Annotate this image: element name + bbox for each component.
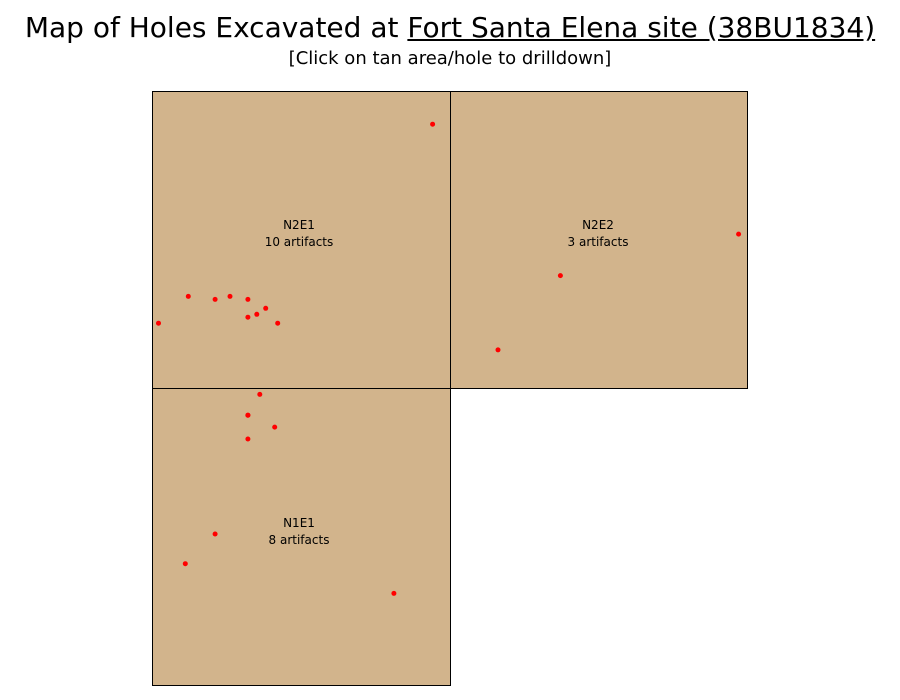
hole-marker[interactable] — [495, 347, 501, 353]
hole-marker[interactable] — [156, 320, 161, 326]
unit-n2e1[interactable]: N2E1 10 artifacts — [152, 91, 451, 389]
hole-marker[interactable] — [275, 320, 281, 326]
hole-marker[interactable] — [391, 590, 397, 596]
unit-n2e2-area[interactable] — [450, 91, 748, 389]
unit-n2e2-holes — [495, 231, 742, 353]
hole-marker[interactable] — [245, 296, 251, 302]
unit-n2e1-area[interactable] — [152, 91, 451, 389]
hole-marker[interactable] — [212, 531, 218, 537]
unit-n1e1[interactable]: N1E1 8 artifacts — [152, 388, 451, 686]
hole-marker[interactable] — [245, 412, 251, 418]
hole-marker[interactable] — [736, 231, 742, 237]
title-prefix: Map of Holes Excavated at — [24, 11, 408, 44]
site-link[interactable]: Fort Santa Elena site (38BU1834) — [407, 11, 876, 44]
page-subtitle: [Click on tan area/hole to drilldown] — [288, 48, 612, 69]
unit-n2e1-holes — [156, 121, 436, 326]
unit-n1e1-holes — [182, 391, 397, 596]
hole-marker[interactable] — [227, 293, 233, 299]
hole-marker[interactable] — [245, 314, 251, 320]
hole-marker[interactable] — [430, 121, 436, 127]
hole-marker[interactable] — [185, 293, 191, 299]
hole-marker[interactable] — [245, 436, 251, 442]
unit-n1e1-area[interactable] — [152, 388, 451, 686]
hole-marker[interactable] — [182, 561, 188, 567]
hole-marker[interactable] — [272, 424, 278, 430]
page-title: Map of Holes Excavated at Fort Santa Ele… — [0, 10, 900, 46]
hole-marker[interactable] — [557, 273, 563, 279]
hole-marker[interactable] — [263, 305, 269, 311]
hole-marker[interactable] — [257, 391, 263, 397]
hole-marker[interactable] — [254, 311, 260, 317]
unit-n2e2[interactable]: N2E2 3 artifacts — [450, 91, 748, 389]
hole-marker[interactable] — [212, 296, 218, 302]
